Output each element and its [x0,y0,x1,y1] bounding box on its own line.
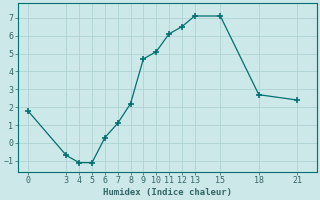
X-axis label: Humidex (Indice chaleur): Humidex (Indice chaleur) [103,188,232,197]
